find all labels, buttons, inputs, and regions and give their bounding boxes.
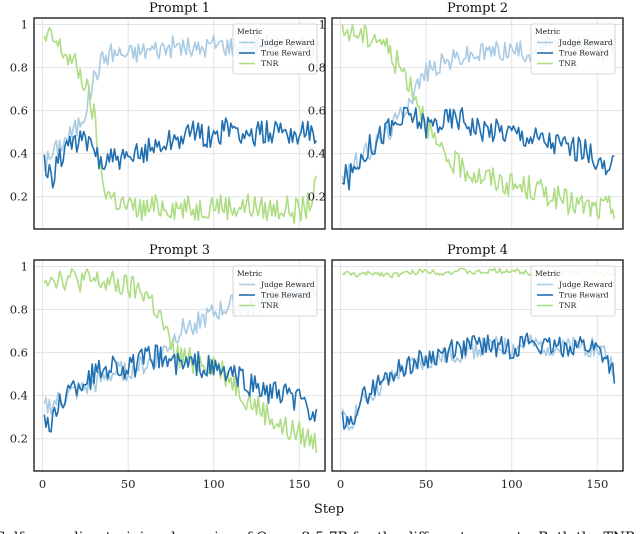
x-tick-label: 50 <box>419 477 434 491</box>
panel-1: Prompt 1 0.2 0.4 0.6 0.8 1 Metric Judge Reward T… <box>10 1 326 230</box>
legend-entry: True Reward <box>559 49 609 58</box>
y-tick-label: 0.6 <box>10 346 28 360</box>
y-tick-label: 0.2 <box>308 190 326 204</box>
legend-entry: Judge Reward <box>558 38 613 47</box>
y-tick-label: 1 <box>21 17 28 31</box>
x-tick-label: 100 <box>203 477 225 491</box>
panel-frame <box>331 17 624 230</box>
y-tick-label: 0.8 <box>308 61 326 75</box>
series-line-true-reward <box>43 344 318 433</box>
panel-title: Prompt 3 <box>149 243 210 258</box>
panel-frame <box>331 259 624 472</box>
panel-4: Prompt 4 0 50 100 150 Metric Judge Reward True … <box>331 243 624 491</box>
legend-entry: True Reward <box>261 291 311 300</box>
legend-title: Metric <box>535 269 560 278</box>
y-tick-label: 0.2 <box>10 190 28 204</box>
legend-entry: TNR <box>559 301 577 310</box>
y-tick-label: 1 <box>21 259 28 273</box>
x-tick-label: 100 <box>501 477 523 491</box>
legend-box <box>232 23 318 75</box>
figure-caption: Self-rewarding training dynamics of Qwen… <box>0 530 640 534</box>
legend-title: Metric <box>237 269 262 278</box>
y-tick-label: 0.8 <box>10 303 28 317</box>
legend-entry: TNR <box>261 301 279 310</box>
panel-3: Prompt 3 0.2 0.4 0.6 0.8 1 0 50 100 150 Metric Judg… <box>10 243 326 491</box>
legend-box <box>232 265 318 317</box>
y-tick-label: 0.6 <box>10 104 28 118</box>
y-tick-label: 0.4 <box>10 147 28 161</box>
series-line-true-reward <box>341 106 615 191</box>
x-tick-label: 150 <box>288 477 310 491</box>
legend-entry: TNR <box>261 59 279 68</box>
y-tick-label: 1 <box>319 17 326 31</box>
series-line-tnr <box>341 23 616 220</box>
x-tick-label: 0 <box>337 477 344 491</box>
series-line-tnr <box>43 27 318 225</box>
legend-entry: True Reward <box>559 291 609 300</box>
legend-entry: Judge Reward <box>260 280 315 289</box>
series-line-tnr <box>43 268 318 453</box>
panel-frame <box>33 259 326 472</box>
panel-title: Prompt 2 <box>447 1 508 16</box>
panel-title: Prompt 4 <box>447 243 508 258</box>
panel-2: Prompt 2 0.2 0.4 0.6 0.8 1 Metric Judge Reward T… <box>308 1 624 230</box>
legend-title: Metric <box>237 27 262 36</box>
legend-entry: True Reward <box>261 49 311 58</box>
panel-frame <box>33 17 326 230</box>
y-tick-label: 0.6 <box>308 104 326 118</box>
legend-title: Metric <box>535 27 560 36</box>
x-axis-label: Step <box>314 502 344 517</box>
x-tick-label: 0 <box>39 477 46 491</box>
y-tick-label: 0.2 <box>10 432 28 446</box>
legend-entry: TNR <box>559 59 577 68</box>
legend-entry: Judge Reward <box>558 280 613 289</box>
legend-box <box>530 23 616 75</box>
series-line-true-reward <box>341 332 616 430</box>
series-line-true-reward <box>43 117 318 189</box>
x-tick-label: 50 <box>121 477 136 491</box>
y-tick-label: 0.8 <box>10 61 28 75</box>
y-tick-label: 0.4 <box>308 147 326 161</box>
legend-box <box>530 265 616 317</box>
legend-entry: Judge Reward <box>260 38 315 47</box>
y-tick-label: 0.4 <box>10 389 28 403</box>
panel-title: Prompt 1 <box>149 1 210 16</box>
x-tick-label: 150 <box>586 477 608 491</box>
